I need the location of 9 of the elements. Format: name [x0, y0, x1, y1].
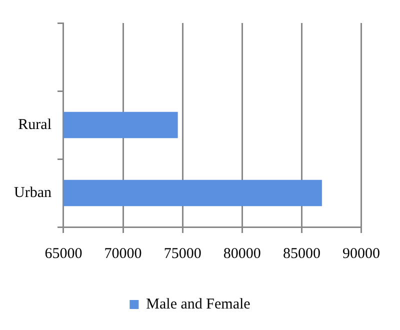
- x-tick-label: 90000: [342, 246, 380, 262]
- x-tick-label: 70000: [104, 246, 142, 262]
- legend-label: Male and Female: [146, 296, 251, 312]
- x-tick-label: 65000: [44, 246, 82, 262]
- x-tick-label: 85000: [282, 246, 320, 262]
- x-tick-label: 75000: [164, 246, 202, 262]
- y-tick-label: Rural: [18, 116, 52, 133]
- y-tick-label: Urban: [14, 184, 52, 201]
- x-tick-label: 80000: [223, 246, 261, 262]
